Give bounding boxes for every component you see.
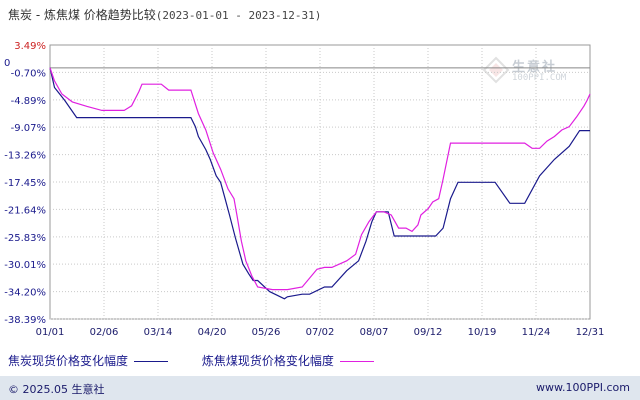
y-tick-label: -21.64%	[4, 205, 46, 216]
x-tick-label: 04/20	[198, 327, 227, 338]
y-tick-label: 3.49%	[14, 41, 46, 52]
x-tick-label: 11/24	[522, 327, 551, 338]
footer-copyright: © 2025.05 生意社	[8, 383, 105, 396]
x-tick-label: 03/14	[144, 327, 173, 338]
footer-site-link[interactable]: www.100PPI.com	[536, 381, 630, 394]
chart-title: 焦炭 - 炼焦煤 价格趋势比较(2023-01-01 - 2023-12-31)	[8, 6, 321, 23]
y-tick-label: -25.83%	[4, 233, 46, 244]
y-tick-label: 0	[4, 58, 10, 69]
legend-swatch-coke	[134, 361, 169, 362]
x-tick-label: 02/06	[90, 327, 119, 338]
legend-label-coking-coal: 炼焦煤现货价格变化幅度	[201, 354, 334, 368]
x-tick-label: 01/01	[36, 327, 65, 338]
y-tick-label: -17.45%	[4, 178, 46, 189]
y-tick-label: -34.20%	[4, 288, 46, 299]
x-tick-label: 12/31	[576, 327, 605, 338]
series-line-coke	[49, 67, 590, 300]
x-tick-label: 09/12	[414, 327, 443, 338]
legend: 焦炭现货价格变化幅度 炼焦煤现货价格变化幅度	[8, 352, 404, 369]
watermark-url: 100PPI.COM	[512, 73, 567, 83]
x-tick-label: 07/02	[306, 327, 335, 338]
x-tick-label: 08/07	[360, 327, 389, 338]
x-tick-label: 05/26	[252, 327, 281, 338]
legend-item-coking-coal: 炼焦煤现货价格变化幅度	[202, 352, 374, 369]
title-range: (2023-01-01 - 2023-12-31)	[155, 9, 322, 22]
legend-item-coke: 焦炭现货价格变化幅度	[8, 352, 169, 369]
y-tick-label: -9.07%	[11, 123, 46, 134]
y-tick-label: -13.26%	[4, 151, 46, 162]
x-tick-label: 10/19	[468, 327, 497, 338]
y-tick-label: -4.89%	[11, 96, 46, 107]
y-tick-label: -0.70%	[11, 68, 46, 79]
legend-swatch-coking-coal	[339, 361, 374, 362]
legend-label-coke: 焦炭现货价格变化幅度	[8, 354, 129, 368]
series-line-coking-coal	[49, 67, 591, 291]
footer: © 2025.05 生意社 www.100PPI.com	[0, 376, 640, 400]
y-tick-label: -38.39%	[4, 315, 46, 326]
title-main: 焦炭 - 炼焦煤 价格趋势比较	[8, 8, 156, 22]
watermark-logo-icon	[482, 56, 510, 84]
y-tick-label: -30.01%	[4, 260, 46, 271]
